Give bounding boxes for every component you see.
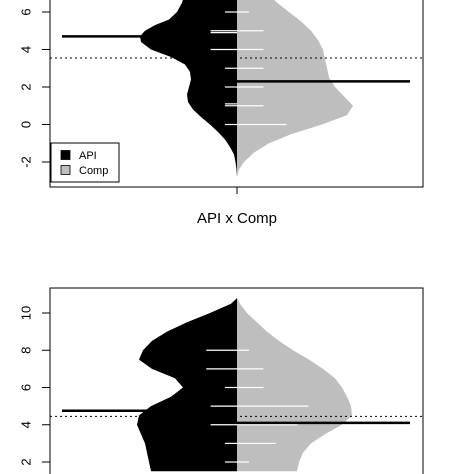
- y-tick-label: 8: [19, 347, 34, 354]
- y-tick-label: 0: [19, 121, 34, 128]
- plot-box: [49, 287, 424, 474]
- plot-area: [50, 0, 423, 177]
- bean-api: [140, 0, 237, 177]
- y-tick-label: -2: [19, 156, 34, 168]
- legend-label-api: API: [79, 150, 97, 162]
- y-tick-label: 4: [19, 421, 34, 428]
- legend-label-comp: Comp: [79, 165, 108, 177]
- plot-area: [50, 298, 423, 472]
- bean-comp: [237, 298, 352, 472]
- y-tick-label: 6: [19, 8, 34, 15]
- y-tick-label: 4: [19, 46, 34, 53]
- y-tick-label: 2: [19, 458, 34, 465]
- y-tick-label: 10: [19, 306, 34, 320]
- legend-box: [50, 142, 120, 183]
- x-axis-label: API x Comp: [197, 210, 277, 227]
- y-tick-label: 6: [19, 384, 34, 391]
- bottom-beanplot-panel: 2 4 6 8 10: [19, 287, 424, 474]
- legend: API Comp: [50, 142, 120, 183]
- legend-swatch-comp: [60, 165, 71, 175]
- bean-comp: [237, 0, 353, 177]
- bean-api: [137, 298, 237, 472]
- legend-swatch-api: [60, 150, 71, 160]
- y-tick-label: 2: [19, 83, 34, 90]
- top-beanplot-panel: -2 0 2 4 6 API x Comp API Comp: [19, 0, 424, 227]
